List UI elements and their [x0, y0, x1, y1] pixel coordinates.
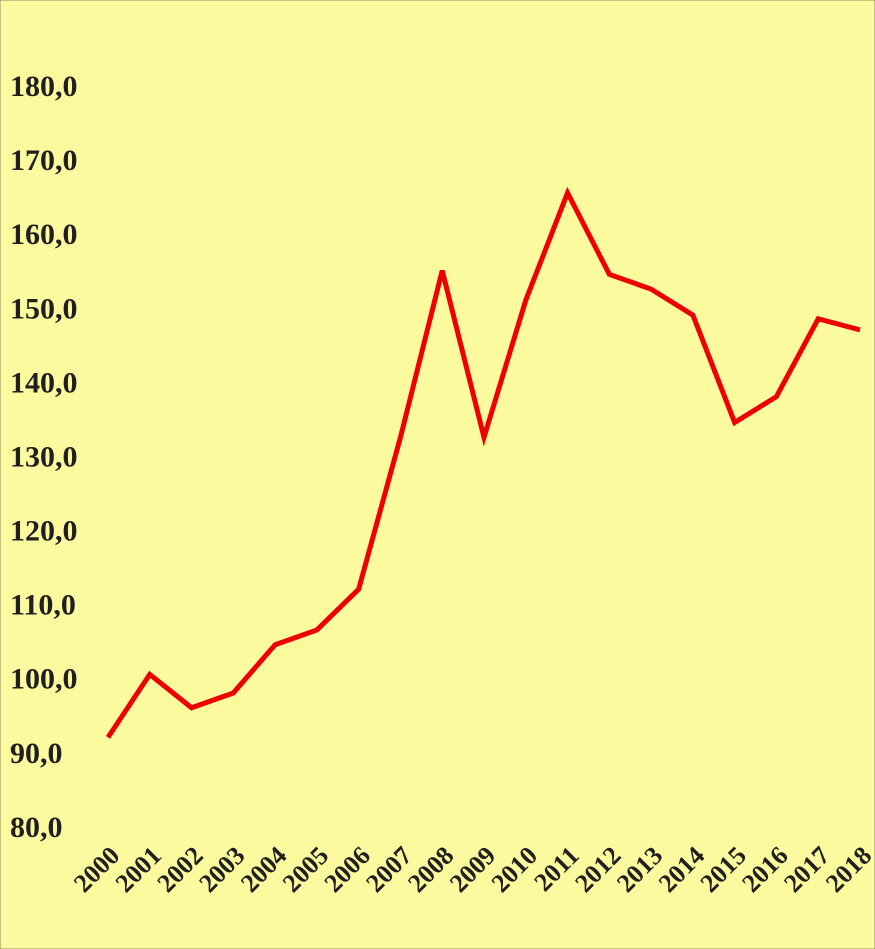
y-tick-label: 170,0	[10, 144, 78, 177]
y-tick-label: 90,0	[10, 737, 63, 770]
y-tick-label: 150,0	[10, 292, 78, 325]
y-tick-label: 140,0	[10, 366, 78, 399]
y-tick-label: 110,0	[10, 589, 76, 622]
y-tick-label: 100,0	[10, 663, 78, 696]
y-tick-label: 130,0	[10, 440, 78, 473]
y-tick-label: 160,0	[10, 218, 78, 251]
y-tick-label: 180,0	[10, 70, 78, 103]
chart-svg: 80,0 90,0 100,0 110,0 120,0 130,0 140,0 150,0 16…	[0, 0, 875, 949]
y-tick-label: 120,0	[10, 515, 78, 548]
line-chart: 80,0 90,0 100,0 110,0 120,0 130,0 140,0 150,0 16…	[0, 0, 875, 949]
y-tick-label: 80,0	[10, 811, 63, 844]
